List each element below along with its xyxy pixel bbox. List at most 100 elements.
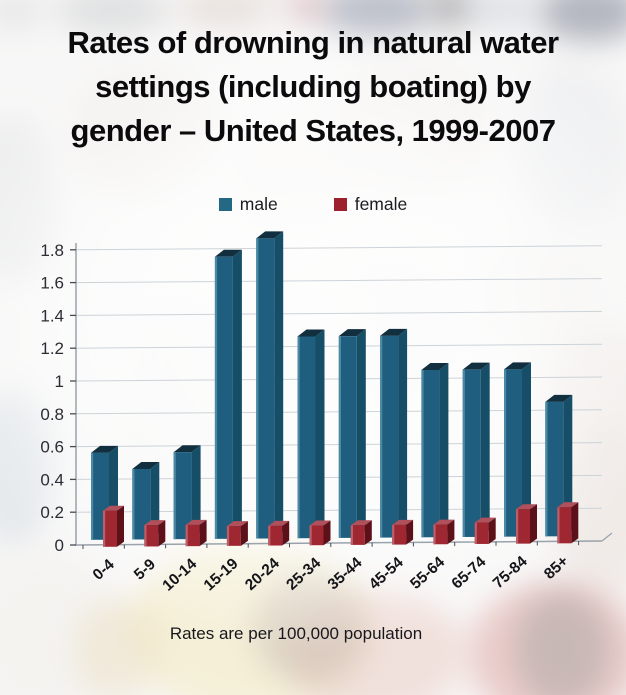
male-bar-front — [380, 335, 399, 538]
x-axis-depth-edge — [601, 532, 613, 542]
female-bar-front — [185, 524, 200, 547]
bar-group-25-34: 25-34 — [283, 329, 331, 594]
male-bar-highlight — [421, 369, 424, 538]
male-bar-side — [232, 249, 242, 539]
x-category-label: 15-19 — [201, 555, 242, 594]
female-bar-front — [309, 525, 324, 546]
male-bar-side — [150, 461, 160, 540]
male-bar-highlight — [173, 452, 176, 540]
y-tick-label: 0 — [55, 536, 64, 555]
bar-group-75-84: 75-84 — [490, 362, 537, 592]
male-bar-front — [214, 256, 233, 539]
male-bar-highlight — [338, 336, 341, 538]
bar-group-15-19: 15-19 — [201, 249, 248, 594]
x-category-label: 25-34 — [283, 554, 324, 593]
male-bar-highlight — [91, 452, 94, 540]
female-bar-side — [282, 520, 290, 546]
female-bar-side — [406, 519, 414, 545]
male-bar-side — [563, 394, 573, 537]
female-bar-side — [488, 517, 496, 544]
female-bar-highlight — [557, 507, 560, 544]
female-bar-highlight — [516, 509, 519, 544]
y-tick-label: 1.4 — [40, 306, 64, 325]
male-bar-highlight — [504, 369, 507, 537]
male-bar-side — [191, 445, 201, 540]
male-bar-front — [256, 238, 275, 539]
female-bar-front — [392, 524, 407, 545]
x-category-label: 75-84 — [490, 553, 531, 592]
female-bar-highlight — [309, 525, 312, 546]
title-line-3: gender – United States, 1999-2007 — [70, 113, 556, 148]
female-bar-front — [557, 507, 572, 544]
y-tick-label: 1 — [55, 372, 64, 391]
footnote: Rates are per 100,000 population — [169, 624, 423, 643]
female-bar-highlight — [350, 525, 353, 545]
female-bar-front — [103, 510, 117, 547]
male-bar-front — [297, 336, 316, 539]
male-bar-side — [439, 362, 449, 538]
y-tick-label: 0.6 — [40, 438, 64, 457]
female-bar-side — [447, 519, 455, 545]
x-category-label: 20-24 — [242, 555, 283, 594]
female-bar-highlight — [268, 525, 271, 546]
gridline — [75, 245, 603, 251]
female-bar-side — [117, 505, 124, 547]
y-tick-label: 0.8 — [40, 405, 64, 424]
male-bar-highlight — [462, 369, 465, 537]
female-bar-front — [516, 509, 530, 544]
legend-label-female: female — [354, 194, 408, 214]
male-bar-highlight — [214, 256, 218, 539]
male-bar-side — [522, 362, 531, 537]
female-bar-side — [199, 519, 207, 547]
x-axis — [75, 540, 603, 546]
female-bar-front — [350, 525, 365, 545]
male-bar-highlight — [132, 468, 135, 540]
female-bar-side — [240, 521, 248, 546]
title-line-2: settings (including boating) by — [95, 69, 531, 104]
x-category-label: 45-54 — [366, 554, 407, 593]
male-bar-front — [421, 369, 440, 538]
gridline — [75, 278, 603, 284]
male-bar-front — [132, 468, 151, 540]
legend: male female — [0, 194, 626, 215]
female-bar-front — [474, 522, 489, 544]
female-bar-highlight — [226, 526, 230, 546]
x-category-label: 5-9 — [131, 556, 159, 584]
male-bar-side — [356, 329, 366, 538]
x-category-label: 65-74 — [449, 553, 490, 592]
female-bar-front — [433, 524, 448, 545]
y-tick-label: 1.6 — [40, 274, 64, 293]
male-bar-side — [315, 329, 325, 539]
x-category-label: 55-64 — [407, 553, 448, 592]
legend-item-female: female — [333, 194, 408, 215]
female-bar-highlight — [103, 510, 106, 547]
title-line-1: Rates of drowning in natural water — [67, 25, 559, 60]
bar-group-5-9: 5-9 — [131, 461, 166, 584]
y-tick-label: 1.8 — [40, 241, 64, 260]
female-bar-highlight — [392, 524, 395, 545]
bar-group-10-14: 10-14 — [159, 445, 207, 595]
gridline — [75, 310, 603, 316]
x-category-label: 10-14 — [159, 555, 200, 594]
y-tick-label: 0.4 — [40, 470, 64, 489]
bar-group-20-24: 20-24 — [242, 231, 290, 594]
female-bar-highlight — [144, 525, 147, 547]
bar-group-85+: 85+ — [541, 394, 579, 583]
male-bar-highlight — [380, 335, 383, 538]
legend-label-male: male — [239, 194, 278, 214]
male-bar-side — [480, 362, 490, 537]
bar-group-35-44: 35-44 — [325, 329, 372, 593]
female-bar-front — [268, 525, 283, 546]
male-bar-highlight — [545, 401, 548, 537]
male-bar-side — [274, 231, 284, 539]
female-bar-front — [144, 525, 159, 547]
y-tick-label: 0.2 — [40, 503, 64, 522]
female-swatch-icon — [333, 198, 347, 211]
female-bar-side — [158, 520, 166, 547]
male-bar-front — [504, 369, 522, 537]
male-swatch-icon — [218, 198, 232, 211]
legend-item-male: male — [218, 194, 278, 215]
chart-title: Rates of drowning in natural water setti… — [0, 21, 626, 153]
